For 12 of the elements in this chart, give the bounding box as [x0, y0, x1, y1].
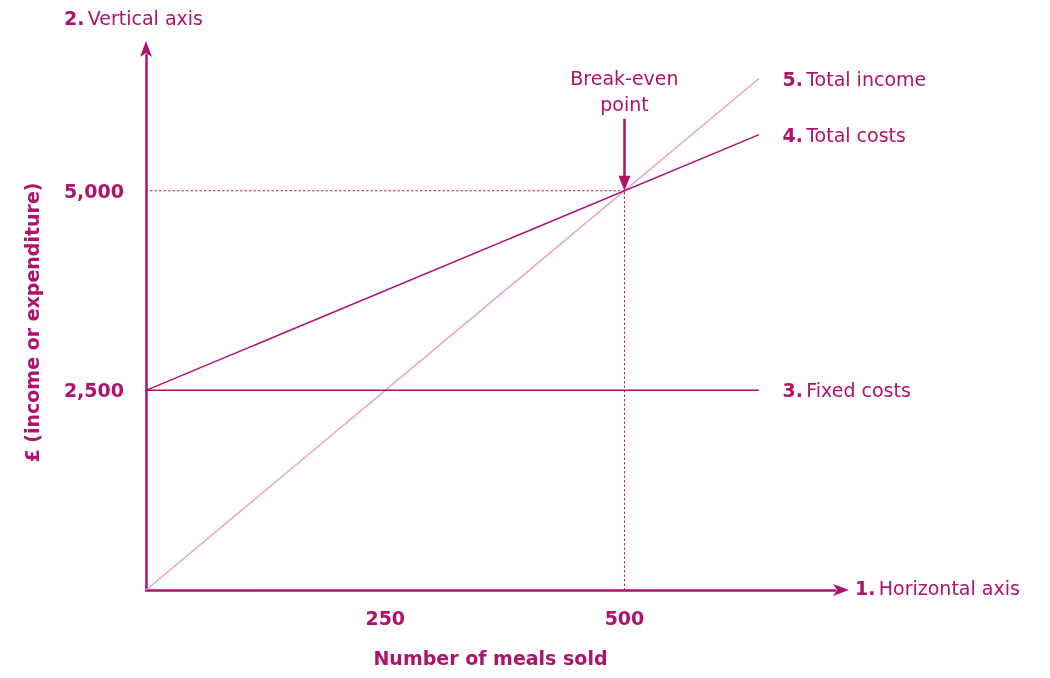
y-tick-label: 2,500 [63, 379, 124, 402]
x-tick-label: 500 [604, 606, 645, 629]
x-axis-title: Number of meals sold [373, 646, 608, 669]
x-tick-label: 250 [365, 606, 406, 629]
series-label: 3. Fixed costs [782, 379, 911, 402]
text: 1. Horizontal axis [855, 576, 1020, 599]
series-label: 5. Total income [782, 67, 927, 90]
y-tick-label: 5,000 [63, 179, 124, 202]
y-axis-title: £ (income or expenditure) [20, 182, 43, 463]
text: 2. Vertical axis [64, 6, 204, 29]
series-label: 4. Total costs [782, 123, 906, 146]
annotation: Break-even point [569, 65, 680, 117]
